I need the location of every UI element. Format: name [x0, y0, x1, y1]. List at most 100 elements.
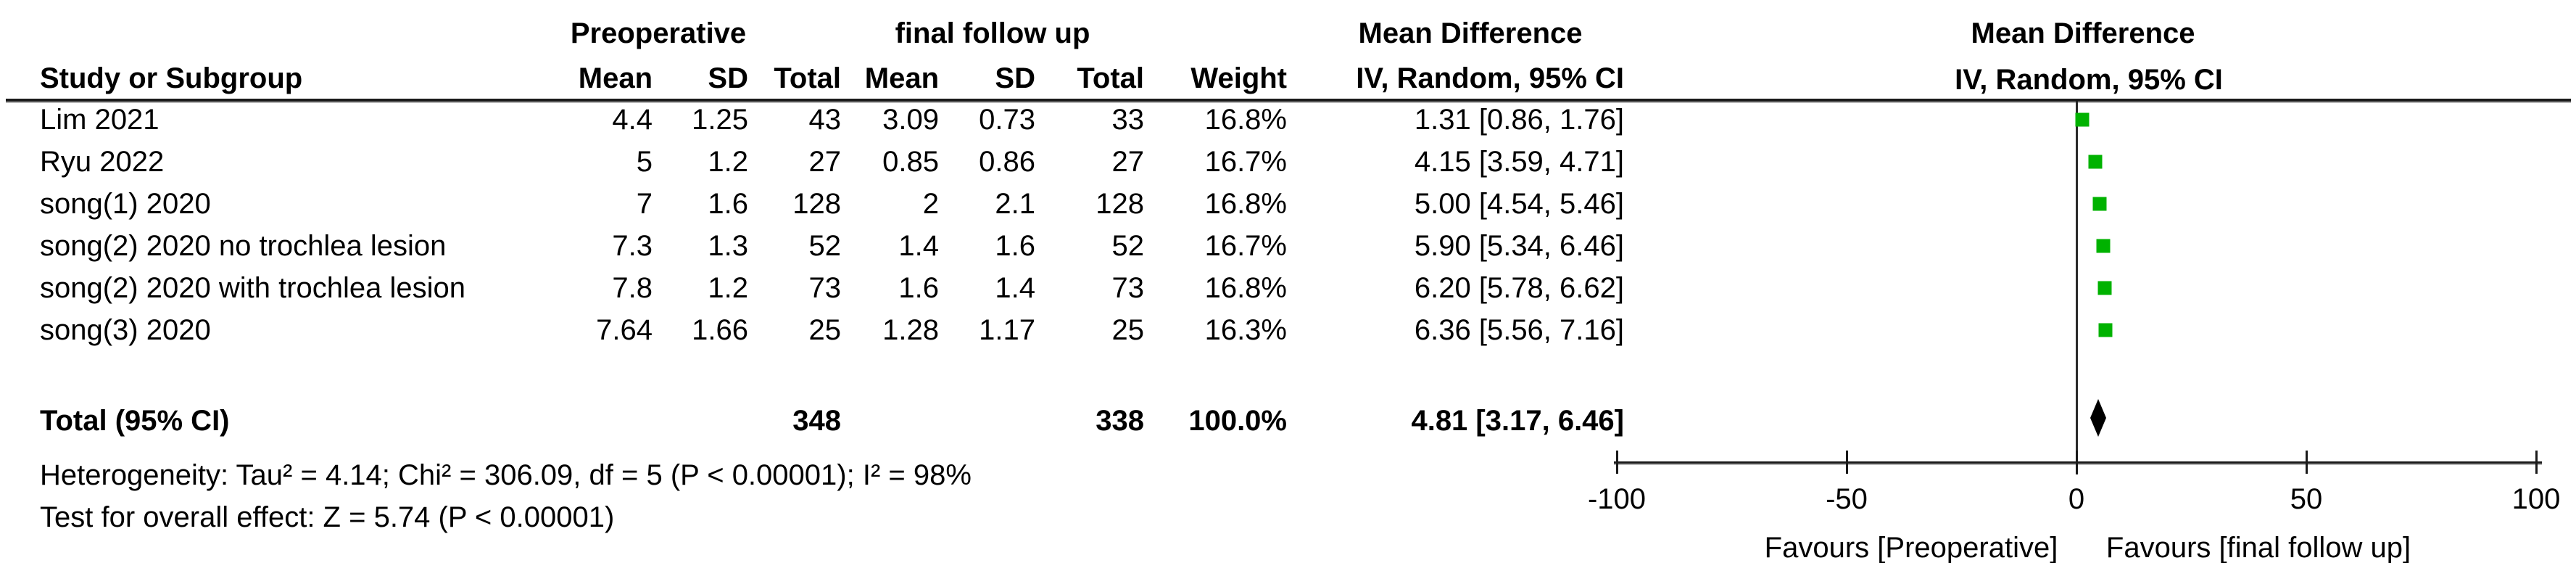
axis-tick	[2306, 451, 2308, 474]
ffu-sd: 1.4	[995, 272, 1035, 304]
study-row: Lim 2021 4.4 1.25 43 3.09 0.73 33 16.8% 1.31 [0.…	[0, 99, 2576, 141]
md-ci-text: 5.90 [5.34, 6.46]	[1414, 230, 1624, 262]
weight: 16.8%	[1204, 188, 1287, 220]
pre-total: 73	[808, 272, 842, 304]
study-name: song(1) 2020	[40, 188, 211, 220]
ffu-sd: 0.86	[979, 146, 1035, 178]
pre-mean: 4.4	[612, 104, 653, 136]
pre-mean: 5	[636, 146, 653, 178]
pre-total: 27	[808, 146, 842, 178]
effect-marker	[2088, 155, 2103, 169]
study-name: Lim 2021	[40, 104, 160, 136]
pre-mean: 7.64	[596, 314, 653, 346]
md-column-title: Mean Difference	[1358, 17, 1583, 49]
x-axis-line	[1614, 461, 2542, 464]
study-name: song(2) 2020 no trochlea lesion	[40, 230, 447, 262]
ffu-mean: 1.4	[898, 230, 939, 262]
ffu-sd: 1.17	[979, 314, 1035, 346]
md-plot-subtitle: IV, Random, 95% CI	[1955, 64, 2223, 96]
total-row: Total (95% CI) 348 338 100.0% 4.81 [3.17, 6.…	[0, 400, 2576, 442]
col-header-md-ci: IV, Random, 95% CI	[1356, 62, 1624, 94]
effect-marker	[2092, 197, 2107, 211]
axis-tick-label: 0	[2068, 483, 2085, 515]
axis-tick-label: -100	[1587, 483, 1647, 515]
effect-marker	[2075, 112, 2090, 127]
favours-left-label: Favours [Preoperative]	[1764, 532, 2058, 563]
pre-sd: 1.2	[708, 146, 748, 178]
total-pre-total: 348	[792, 405, 841, 437]
study-name: song(3) 2020	[40, 314, 211, 346]
favours-right-label: Favours [final follow up]	[2105, 532, 2411, 563]
column-header-row: Study or Subgroup Mean SD Total Mean SD Total W…	[0, 59, 2576, 97]
study-row: song(2) 2020 with trochlea lesion 7.8 1.2 7…	[0, 267, 2576, 309]
effect-marker	[2097, 281, 2112, 295]
ffu-mean: 1.6	[898, 272, 939, 304]
weight: 16.7%	[1204, 146, 1287, 178]
study-row: Ryu 2022 5 1.2 27 0.85 0.86 27 16.7% 4.15 [3.59,…	[0, 141, 2576, 183]
ffu-sd: 1.6	[995, 230, 1035, 262]
pre-total: 25	[808, 314, 842, 346]
header-rule	[6, 99, 2571, 102]
pre-mean: 7.8	[612, 272, 653, 304]
md-ci-text: 6.36 [5.56, 7.16]	[1414, 314, 1624, 346]
ffu-mean: 2	[922, 188, 939, 220]
col-header-pre-sd: SD	[708, 62, 748, 94]
pre-mean: 7.3	[612, 230, 653, 262]
ffu-total: 27	[1111, 146, 1145, 178]
pre-sd: 1.66	[692, 314, 748, 346]
total-weight: 100.0%	[1188, 405, 1287, 437]
md-plot-title: Mean Difference	[1971, 17, 2195, 49]
axis-tick	[1846, 451, 1848, 474]
pre-sd: 1.2	[708, 272, 748, 304]
ffu-mean: 3.09	[882, 104, 939, 136]
axis-tick-label: 50	[2290, 483, 2323, 515]
ffu-total: 73	[1111, 272, 1145, 304]
axis-tick	[2535, 451, 2538, 474]
col-header-ffu-total: Total	[1077, 62, 1144, 94]
total-label: Total (95% CI)	[40, 405, 230, 437]
effect-marker	[2096, 239, 2111, 253]
ffu-mean: 1.28	[882, 314, 939, 346]
study-row: song(1) 2020 7 1.6 128 2 2.1 128 16.8% 5.00 [4.5…	[0, 183, 2576, 225]
ffu-sd: 0.73	[979, 104, 1035, 136]
axis-tick-label: -50	[1826, 483, 1868, 515]
zero-line	[2076, 102, 2078, 474]
pre-total: 43	[808, 104, 842, 136]
col-header-pre-total: Total	[774, 62, 841, 94]
col-header-pre-mean: Mean	[578, 62, 653, 94]
weight: 16.8%	[1204, 104, 1287, 136]
pre-mean: 7	[636, 188, 653, 220]
overall-effect-text: Test for overall effect: Z = 5.74 (P < 0…	[40, 501, 615, 533]
axis-tick	[2076, 451, 2078, 474]
group-header-preoperative: Preoperative	[570, 17, 747, 49]
pre-total: 128	[792, 188, 841, 220]
ffu-sd: 2.1	[995, 188, 1035, 220]
weight: 16.7%	[1204, 230, 1287, 262]
md-ci-text: 1.31 [0.86, 1.76]	[1414, 104, 1624, 136]
col-header-ffu-sd: SD	[995, 62, 1035, 94]
study-row: song(3) 2020 7.64 1.66 25 1.28 1.17 25 16.3% 6.3…	[0, 309, 2576, 351]
summary-diamond	[2090, 399, 2106, 437]
total-md-ci-text: 4.81 [3.17, 6.46]	[1411, 405, 1624, 437]
weight: 16.3%	[1204, 314, 1287, 346]
pre-total: 52	[808, 230, 842, 262]
total-ffu-total: 338	[1096, 405, 1144, 437]
pre-sd: 1.6	[708, 188, 748, 220]
pre-sd: 1.3	[708, 230, 748, 262]
study-row: song(2) 2020 no trochlea lesion 7.3 1.3 52 1…	[0, 225, 2576, 267]
axis-tick-label: 100	[2511, 483, 2561, 515]
study-name: song(2) 2020 with trochlea lesion	[40, 272, 466, 304]
pre-sd: 1.25	[692, 104, 748, 136]
ffu-total: 128	[1096, 188, 1144, 220]
ffu-total: 33	[1111, 104, 1145, 136]
study-name: Ryu 2022	[40, 146, 165, 178]
col-header-study: Study or Subgroup	[40, 62, 303, 94]
ffu-total: 52	[1111, 230, 1145, 262]
col-header-ffu-mean: Mean	[864, 62, 939, 94]
axis-tick	[1616, 451, 1618, 474]
ffu-mean: 0.85	[882, 146, 939, 178]
ffu-total: 25	[1111, 314, 1145, 346]
md-ci-text: 5.00 [4.54, 5.46]	[1414, 188, 1624, 220]
group-header-final-follow-up: final follow up	[895, 17, 1090, 49]
